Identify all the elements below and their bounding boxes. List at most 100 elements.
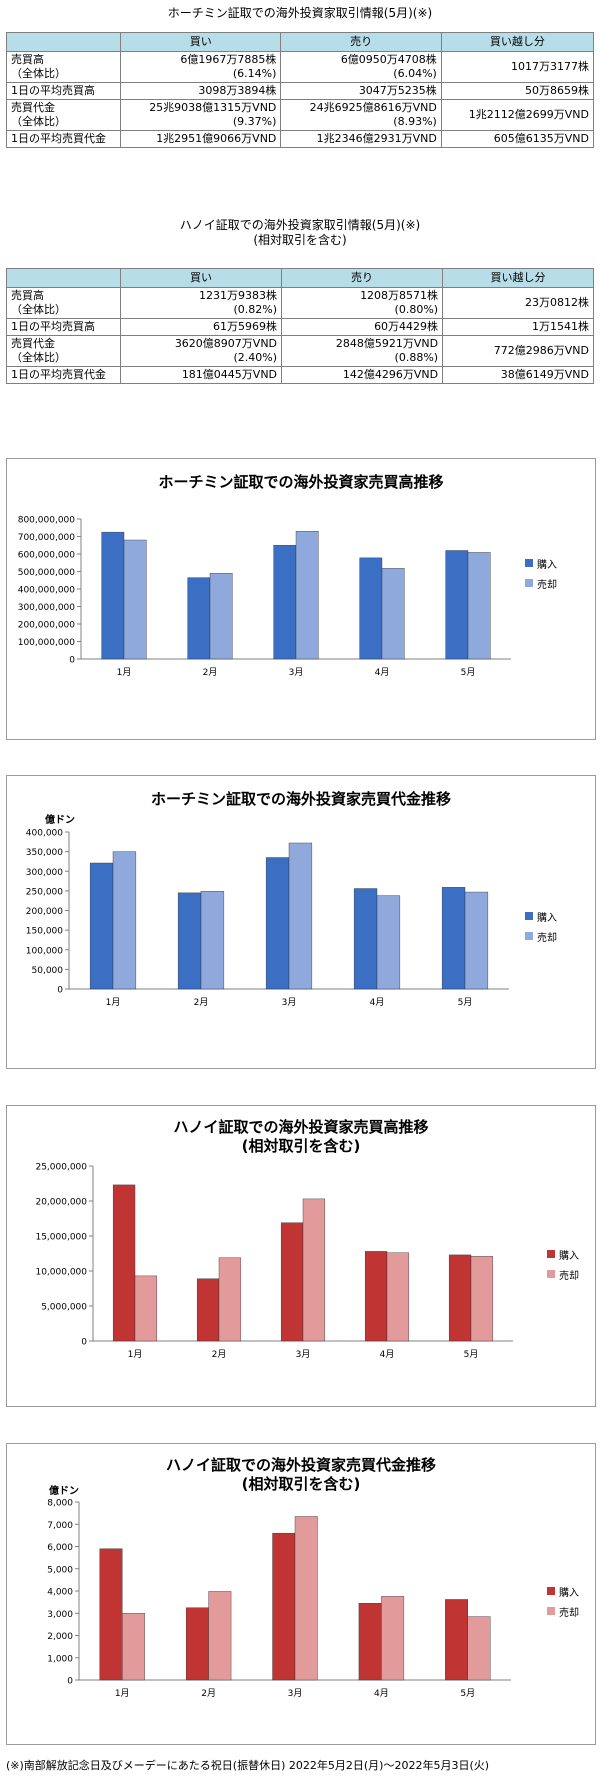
x-tick-label: 4月 [380, 1349, 395, 1360]
table-row: 売買高 （全体比） 1231万9383株 (0.82%) 1208万8571株 … [6, 287, 594, 319]
chart-hcm-volume: ホーチミン証取での海外投資家売買高推移 0 100,000,000 200,000,… [6, 458, 596, 740]
bar-buy [353, 888, 378, 990]
x-tick-label: 4月 [374, 1688, 389, 1699]
bar-sell [381, 568, 405, 660]
legend-swatch [525, 912, 533, 920]
cell-buy: 3098万3894株 [119, 82, 282, 100]
legend-item-sell: 売却 [525, 573, 557, 593]
chart-title: ハノイ証取での海外投資家売買高推移 (相対取引を含む) [173, 1118, 429, 1155]
bar-sell [112, 851, 137, 990]
x-tick-label: 2月 [194, 997, 209, 1008]
y-tick-label: 0 [69, 656, 75, 666]
legend-item-sell: 売却 [547, 1601, 579, 1621]
bar-buy [448, 1254, 472, 1342]
table-title-hcm: ホーチミン証取での海外投資家取引情報(5月)(※) [167, 6, 433, 20]
cell-sell: 1208万8571株 (0.80%) [281, 287, 444, 319]
bar-buy [359, 557, 383, 660]
table-row: 売買代金 （全体比） 3620億8907万VND (2.40%) 2848億59… [6, 335, 594, 367]
chart-hanoi-value: ハノイ証取での海外投資家売買代金推移 (相対取引を含む) 億ドン 0 1,000 2… [6, 1443, 596, 1745]
table-header-row: 買い 売り 買い越し分 [6, 268, 594, 288]
cell-sell: 6億0950万4708株 (6.04%) [280, 51, 442, 83]
y-tick-label: 500,000,000 [18, 568, 76, 578]
bar-sell [134, 1275, 158, 1342]
y-tick-label: 20,000,000 [35, 1198, 87, 1208]
bar-sell [200, 891, 225, 990]
bar-sell [470, 1256, 494, 1342]
bar-sell [467, 1616, 491, 1681]
bar-sell [464, 891, 489, 990]
y-tick-label: 300,000 [26, 868, 63, 878]
bar-sell [376, 895, 401, 990]
row-label: 1日の平均売買代金 [6, 366, 121, 384]
legend-label: 売却 [559, 1270, 579, 1282]
x-tick-label: 1月 [106, 997, 121, 1008]
y-tick-label: 3,000 [47, 1610, 73, 1620]
chart-hcm-value: ホーチミン証取での海外投資家売買代金推移 億ドン 0 50,000 100,000 1… [6, 775, 596, 1069]
stats-table-hanoi: 買い 売り 買い越し分 売買高 （全体比） 1231万9383株 (0.82%)… [6, 268, 594, 384]
chart-title: ホーチミン証取での海外投資家売買代金推移 [150, 790, 451, 808]
legend-item-sell: 売却 [525, 926, 557, 946]
bar-sell [386, 1252, 410, 1342]
y-tick-label: 700,000,000 [18, 533, 76, 543]
bar-sell [208, 1591, 232, 1681]
legend-item-buy: 購入 [547, 1581, 579, 1601]
bar-sell [121, 1613, 145, 1681]
cell-net: 1017万3177株 [440, 51, 595, 83]
legend-swatch [547, 1607, 555, 1615]
x-tick-label: 2月 [203, 667, 218, 678]
x-tick-label: 1月 [117, 667, 132, 678]
chart-unit: 億ドン [45, 815, 75, 826]
table-title-hanoi: ハノイ証取での海外投資家取引情報(5月)(※) (相対取引を含む) [179, 218, 421, 247]
row-label: 売買代金 （全体比） [6, 335, 121, 367]
y-tick-label: 350,000 [26, 848, 63, 858]
chart-plot: 0 1,000 2,000 3,000 4,000 5,000 6,000 7,000 8,00… [47, 1499, 511, 1699]
chart-legend: 購入 売却 [525, 553, 557, 593]
cell-net: 605億6135万VND [440, 130, 595, 148]
header-net-buy: 買い越し分 [442, 268, 594, 288]
x-tick-label: 2月 [212, 1349, 227, 1360]
y-tick-label: 100,000 [26, 946, 63, 956]
chart-plot: 0 50,000 100,000 150,000 200,000 250,000 300,0… [26, 829, 509, 1008]
legend-label: 購入 [537, 559, 557, 571]
y-tick-label: 400,000,000 [18, 586, 76, 596]
y-tick-label: 8,000 [47, 1499, 73, 1509]
chart-title: ハノイ証取での海外投資家売買代金推移 (相対取引を含む) [165, 1456, 436, 1493]
cell-net: 1万1541株 [442, 318, 594, 336]
bar-sell [123, 539, 147, 660]
bar-buy [273, 545, 297, 660]
bar-sell [467, 552, 491, 660]
bar-buy [112, 1184, 136, 1342]
x-tick-label: 1月 [115, 1688, 130, 1699]
x-tick-label: 5月 [464, 1349, 479, 1360]
header-buy: 買い [119, 32, 282, 52]
bar-sell [381, 1596, 405, 1681]
chart-unit: 億ドン [49, 1486, 79, 1497]
legend-swatch [547, 1587, 555, 1595]
y-tick-label: 7,000 [47, 1521, 73, 1531]
x-tick-label: 4月 [375, 667, 390, 678]
chart-title: ホーチミン証取での海外投資家売買高推移 [158, 473, 444, 491]
y-tick-label: 100,000,000 [18, 638, 76, 648]
y-tick-label: 0 [81, 1338, 87, 1348]
y-tick-label: 5,000 [47, 1565, 73, 1575]
cell-net: 772億2986万VND [442, 335, 594, 367]
bar-sell [218, 1257, 242, 1342]
y-tick-label: 200,000,000 [18, 621, 76, 631]
cell-sell: 60万4429株 [281, 318, 444, 336]
bar-buy [185, 1607, 209, 1681]
legend-swatch [525, 559, 533, 567]
cell-buy: 1231万9383株 (0.82%) [119, 287, 283, 319]
header-sell: 売り [281, 268, 444, 288]
header-empty [6, 32, 121, 52]
legend-label: 購入 [559, 1587, 579, 1599]
cell-net: 50万8659株 [440, 82, 595, 100]
table-row: 1日の平均売買高 3098万3894株 3047万5235株 50万8659株 [6, 82, 595, 100]
bar-buy [196, 1278, 220, 1342]
header-empty [6, 268, 121, 288]
table-row: 1日の平均売買代金 181億0445万VND 142億4296万VND 38億6… [6, 366, 594, 384]
y-tick-label: 2,000 [47, 1632, 73, 1642]
legend-swatch [525, 932, 533, 940]
bar-sell [209, 573, 233, 660]
x-tick-label: 2月 [201, 1688, 216, 1699]
y-tick-label: 4,000 [47, 1588, 73, 1598]
